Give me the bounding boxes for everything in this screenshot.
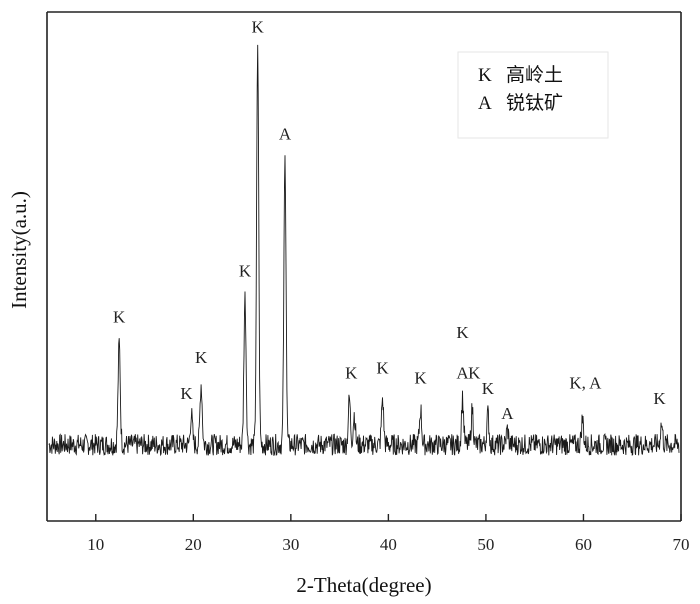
x-tick-label: 30 <box>282 535 299 554</box>
legend: K 高岭土 A 锐钛矿 <box>457 51 609 139</box>
peak-label: K <box>468 363 481 382</box>
legend-label: 锐钛矿 <box>506 92 563 114</box>
peak-label: A <box>456 363 469 382</box>
x-tick-label: 50 <box>477 535 494 554</box>
x-tick-label: 20 <box>185 535 202 554</box>
peak-label: K <box>195 348 208 367</box>
peak-label: A <box>279 124 292 143</box>
peak-label: K <box>239 262 252 281</box>
peak-label: K, A <box>569 374 602 393</box>
legend-label: 高岭土 <box>506 64 563 86</box>
peak-label: K <box>456 323 469 342</box>
peak-label: K <box>252 17 265 36</box>
peak-label: K <box>653 389 666 408</box>
peak-label: K <box>113 307 126 326</box>
peak-label: K <box>414 369 427 388</box>
peak-label: K <box>345 363 358 382</box>
legend-entry: A 锐钛矿 <box>478 92 563 114</box>
peak-label: K <box>180 384 193 403</box>
legend-box <box>457 51 609 139</box>
x-tick-label: 70 <box>673 535 690 554</box>
peak-label: A <box>501 404 514 423</box>
y-axis-title: Intensity(a.u.) <box>7 191 31 309</box>
legend-entry: K 高岭土 <box>478 64 563 86</box>
plot-frame <box>46 11 682 522</box>
legend-symbol: A <box>478 93 492 114</box>
x-axis-title: 2-Theta(degree) <box>296 573 431 597</box>
legend-symbol: K <box>478 65 492 86</box>
x-tick-label: 10 <box>87 535 104 554</box>
xrd-pattern-line <box>48 44 680 457</box>
x-tick-label: 60 <box>575 535 592 554</box>
x-tick-label: 40 <box>380 535 397 554</box>
peak-label: K <box>376 358 389 377</box>
x-axis-ticks: 10 20 30 40 50 60 70 <box>87 514 690 554</box>
peak-label: K <box>482 379 495 398</box>
